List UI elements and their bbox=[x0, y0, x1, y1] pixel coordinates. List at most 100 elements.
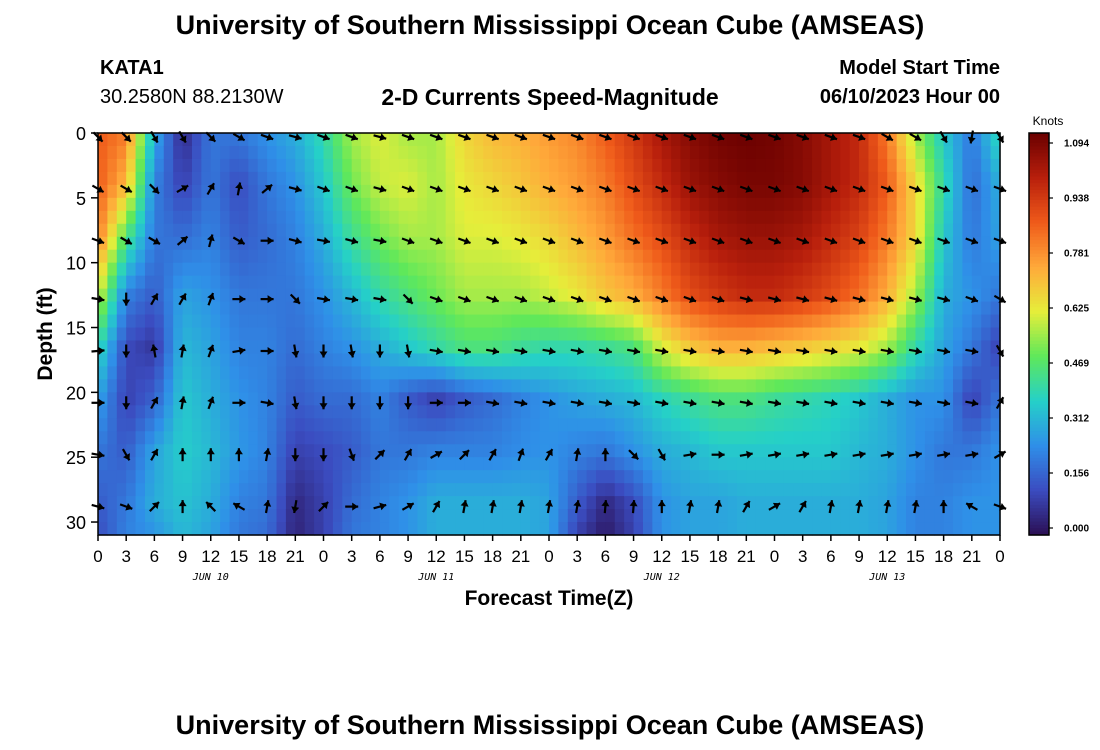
heatmap-cell bbox=[511, 392, 522, 406]
heatmap-cell bbox=[220, 275, 231, 290]
colorbar-segment bbox=[1029, 156, 1049, 161]
heatmap-cell bbox=[426, 197, 437, 212]
heatmap-cell bbox=[981, 379, 992, 393]
current-vector-arrowhead bbox=[999, 237, 1007, 245]
heatmap-cell bbox=[671, 171, 682, 186]
heatmap-cell bbox=[361, 288, 372, 303]
heatmap-cell bbox=[530, 133, 541, 147]
heatmap-cell bbox=[464, 379, 475, 393]
heatmap-cell bbox=[417, 288, 428, 303]
heatmap-cell bbox=[426, 171, 437, 186]
heatmap-cell bbox=[605, 288, 616, 303]
current-vector-arrowhead bbox=[460, 500, 469, 507]
heatmap-cell bbox=[746, 340, 757, 355]
colorbar-segment bbox=[1029, 149, 1049, 154]
heatmap-cell bbox=[708, 197, 719, 212]
heatmap-cell bbox=[304, 262, 315, 277]
heatmap-cell bbox=[868, 418, 879, 432]
heatmap-cell bbox=[408, 457, 419, 471]
heatmap-cell bbox=[906, 249, 917, 264]
current-vector-arrowhead bbox=[151, 449, 159, 457]
heatmap-cell bbox=[539, 197, 550, 212]
heatmap-cell bbox=[210, 496, 221, 510]
heatmap-cell bbox=[765, 457, 776, 471]
heatmap-cell bbox=[887, 353, 898, 368]
heatmap-cell bbox=[595, 184, 606, 199]
colorbar-segment bbox=[1029, 223, 1049, 228]
heatmap-cell bbox=[116, 392, 127, 406]
heatmap-cell bbox=[727, 210, 738, 225]
heatmap-cell bbox=[689, 340, 700, 355]
heatmap-cell bbox=[492, 249, 503, 264]
heatmap-cell bbox=[624, 301, 635, 316]
current-vector-arrowhead bbox=[942, 237, 950, 245]
heatmap-cell bbox=[455, 405, 466, 419]
heatmap-cell bbox=[924, 288, 935, 303]
heatmap-cell bbox=[877, 496, 888, 510]
heatmap-cell bbox=[511, 483, 522, 497]
heatmap-cell bbox=[549, 457, 559, 471]
heatmap-cell bbox=[248, 314, 259, 329]
current-vector-arrowhead bbox=[294, 185, 302, 193]
heatmap-cell bbox=[398, 353, 409, 368]
colorbar-segment bbox=[1029, 263, 1049, 268]
heatmap-cell bbox=[511, 366, 522, 380]
colorbar-tick-label: 0.938 bbox=[1064, 194, 1089, 205]
heatmap-cell bbox=[981, 314, 992, 329]
heatmap-cell bbox=[605, 145, 616, 160]
heatmap-cell bbox=[661, 327, 672, 342]
heatmap-cell bbox=[821, 210, 832, 225]
heatmap-cell bbox=[135, 171, 146, 186]
heatmap-cell bbox=[642, 405, 653, 419]
heatmap-cell bbox=[154, 301, 165, 316]
heatmap-cell bbox=[614, 223, 625, 238]
heatmap-cell bbox=[135, 522, 146, 536]
heatmap-cell bbox=[361, 418, 372, 432]
heatmap-cell bbox=[314, 171, 325, 186]
heatmap-cell bbox=[398, 145, 409, 160]
heatmap-cell bbox=[229, 340, 240, 355]
heatmap-cell bbox=[802, 366, 813, 380]
heatmap-cell bbox=[304, 353, 315, 368]
heatmap-cell bbox=[802, 327, 813, 342]
colorbar-segment bbox=[1029, 189, 1049, 194]
heatmap-cell bbox=[539, 405, 550, 419]
heatmap-cell bbox=[812, 197, 823, 212]
heatmap-cell bbox=[990, 522, 1001, 536]
heatmap-cell bbox=[398, 210, 409, 225]
heatmap-cell bbox=[774, 353, 785, 368]
heatmap-cell bbox=[370, 470, 381, 484]
x-tick-label: 3 bbox=[347, 547, 356, 566]
heatmap-cell bbox=[605, 483, 616, 497]
current-vector-arrowhead bbox=[773, 237, 781, 245]
heatmap-cell bbox=[990, 418, 1001, 432]
current-vector-arrowhead bbox=[151, 502, 159, 510]
heatmap-cell bbox=[736, 470, 747, 484]
heatmap-cell bbox=[361, 392, 372, 406]
heatmap-cell bbox=[267, 405, 278, 419]
heatmap-cell bbox=[163, 171, 174, 186]
heatmap-cell bbox=[342, 249, 353, 264]
heatmap-cell bbox=[755, 249, 766, 264]
heatmap-cell bbox=[943, 288, 954, 303]
heatmap-cell bbox=[304, 483, 315, 497]
heatmap-cell bbox=[389, 275, 400, 290]
heatmap-cell bbox=[755, 353, 766, 368]
heatmap-cell bbox=[248, 145, 259, 160]
heatmap-cell bbox=[746, 509, 757, 523]
heatmap-cell bbox=[661, 288, 672, 303]
heatmap-cell bbox=[868, 184, 879, 199]
heatmap-cell bbox=[332, 444, 343, 458]
heatmap-cell bbox=[708, 262, 719, 277]
heatmap-cell bbox=[943, 470, 954, 484]
heatmap-cell bbox=[210, 158, 221, 173]
heatmap-cell bbox=[436, 392, 447, 406]
heatmap-cell bbox=[361, 444, 372, 458]
heatmap-cell bbox=[953, 340, 964, 355]
heatmap-cell bbox=[652, 444, 663, 458]
heatmap-cell bbox=[671, 405, 682, 419]
heatmap-cell bbox=[736, 379, 747, 393]
heatmap-cell bbox=[351, 275, 362, 290]
heatmap-cell bbox=[605, 379, 616, 393]
heatmap-cell bbox=[558, 197, 569, 212]
